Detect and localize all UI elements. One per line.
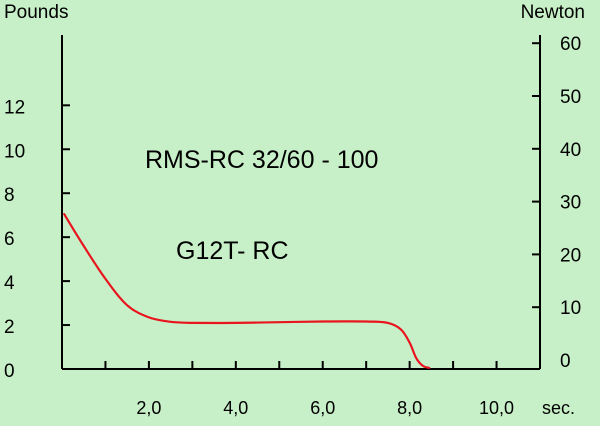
right-axis-title: Newton (521, 2, 585, 23)
left-tick-label: 4 (4, 273, 15, 294)
thrust-curve-series (63, 213, 431, 369)
x-tick-label: 4,0 (223, 398, 248, 418)
left-tick-group: 0 2 4 6 8 10 12 (4, 97, 70, 382)
x-tick-group: 2,0 4,0 6,0 8,0 10,0 sec. (104, 361, 575, 418)
right-tick-label: 0 (560, 351, 571, 372)
x-tick-label: 8,0 (397, 398, 422, 418)
annotation-motor: G12T- RC (176, 237, 289, 265)
annotation-model: RMS-RC 32/60 - 100 (145, 146, 378, 174)
left-tick-label: 6 (4, 229, 15, 250)
left-tick-label: 2 (4, 317, 15, 338)
right-tick-label: 30 (560, 193, 581, 214)
right-tick-label: 50 (560, 87, 581, 108)
left-tick-label: 0 (4, 361, 15, 382)
left-tick-label: 12 (4, 97, 25, 118)
right-tick-label: 20 (560, 245, 581, 266)
right-tick-group: 0 10 20 30 40 50 60 (532, 34, 581, 372)
x-tick-label: 6,0 (310, 398, 335, 418)
x-tick-label: 2,0 (136, 398, 161, 418)
right-tick-label: 10 (560, 298, 581, 319)
left-axis-title: Pounds (4, 2, 68, 23)
x-tick-label: 10,0 (479, 398, 514, 418)
x-axis-unit: sec. (542, 398, 575, 418)
right-tick-label: 60 (560, 34, 581, 55)
right-tick-label: 40 (560, 140, 581, 161)
left-tick-label: 10 (4, 141, 25, 162)
left-tick-label: 8 (4, 185, 15, 206)
